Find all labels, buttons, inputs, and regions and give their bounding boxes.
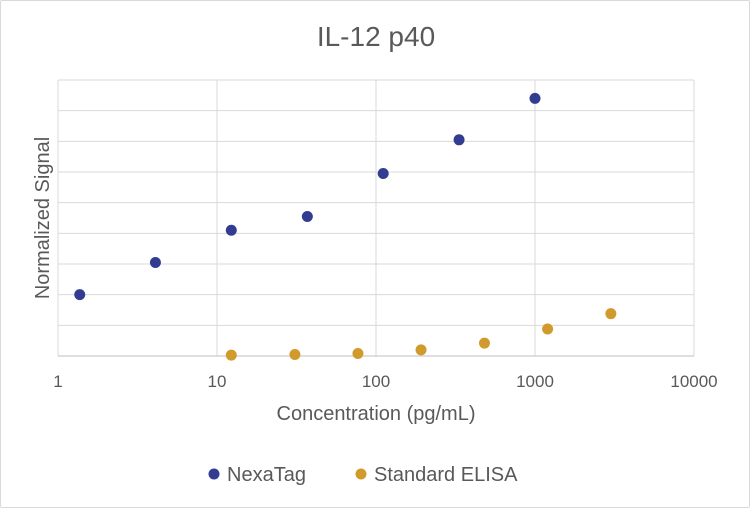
x-tick-label: 100 (362, 372, 390, 391)
elisa-point (289, 348, 301, 360)
legend-label: Standard ELISA (374, 464, 518, 486)
elisa-point (605, 308, 617, 320)
chart-title: IL-12 p40 (317, 21, 435, 52)
x-tick-label: 1000 (516, 372, 554, 391)
legend-label: NexaTag (227, 464, 306, 486)
legend-marker (208, 468, 220, 480)
elisa-point (225, 349, 237, 361)
x-axis-label: Concentration (pg/mL) (277, 403, 476, 425)
x-tick-label: 1 (53, 372, 62, 391)
legend-marker (355, 468, 367, 480)
data-points (74, 92, 617, 361)
nexatag-point (529, 92, 541, 104)
nexatag-point (149, 256, 161, 268)
nexatag-point (74, 289, 86, 301)
nexatag-point (301, 210, 313, 222)
elisa-point (352, 348, 364, 360)
elisa-point (478, 337, 490, 349)
nexatag-point (453, 134, 465, 146)
x-tick-label: 10000 (670, 372, 717, 391)
elisa-point (415, 344, 427, 356)
x-tick-label: 10 (208, 372, 227, 391)
y-axis-label: Normalized Signal (32, 137, 54, 299)
nexatag-point (225, 224, 237, 236)
gridlines (57, 79, 695, 356)
elisa-point (542, 323, 554, 335)
x-tick-labels: 1 10 100 1000 10000 (53, 372, 717, 391)
legend: NexaTag Standard ELISA (208, 464, 518, 486)
nexatag-point (377, 168, 389, 180)
